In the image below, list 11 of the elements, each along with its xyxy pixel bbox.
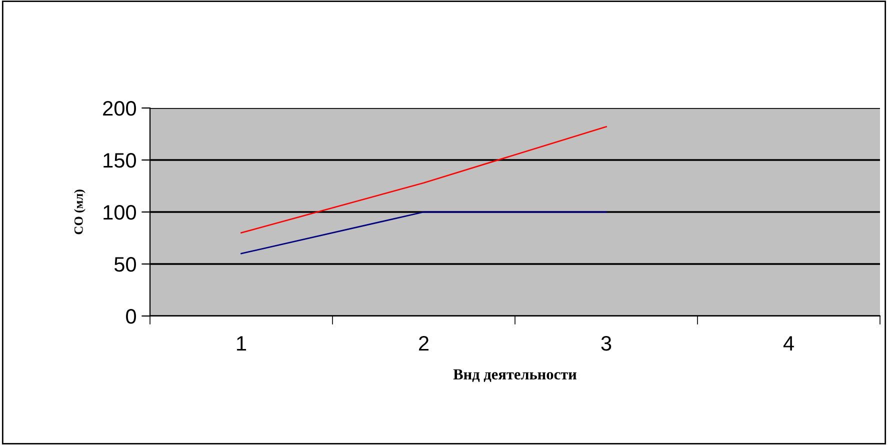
x-tick-label: 2	[419, 336, 428, 351]
x-tick-label: 1	[237, 336, 246, 351]
y-tick-label: 100	[104, 205, 136, 220]
y-tick-label: 200	[103, 101, 136, 116]
y-tick-label: 150	[104, 153, 136, 168]
y-tick-label: 0	[126, 309, 136, 324]
x-tick-label: 3	[601, 336, 612, 351]
x-axis-title: Внд деятельности	[453, 369, 576, 382]
y-tick-label: 50	[114, 257, 136, 272]
y-axis-title: СО (мл)	[74, 190, 86, 234]
x-tick-label: 4	[783, 336, 794, 351]
